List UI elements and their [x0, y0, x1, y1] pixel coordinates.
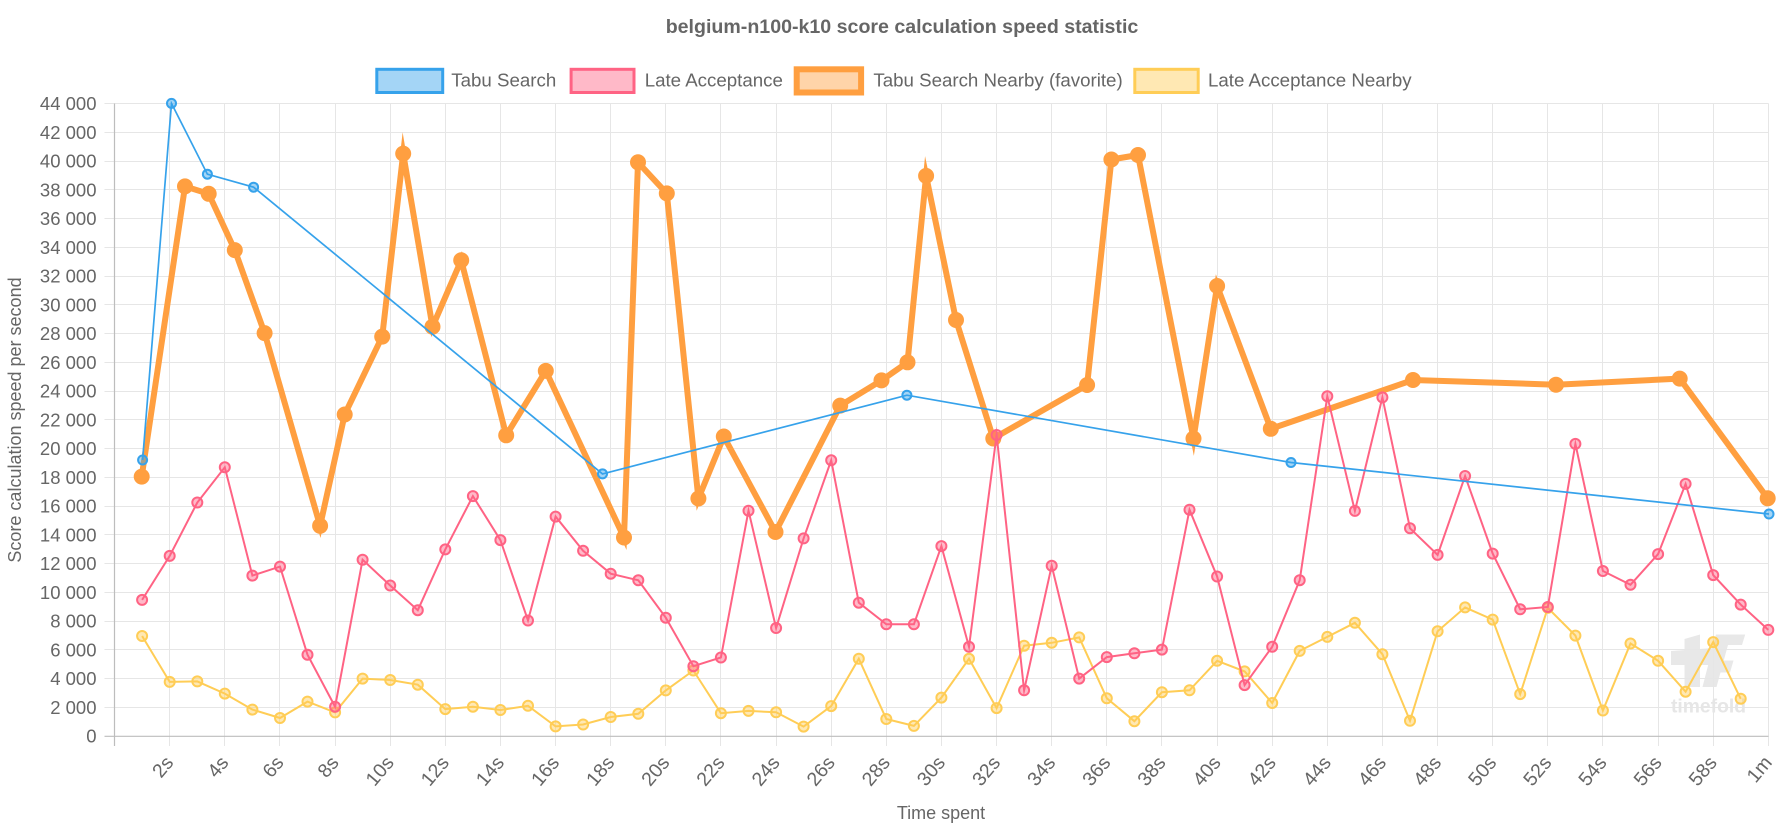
svg-text:44 000: 44 000	[40, 93, 97, 114]
svg-text:42 000: 42 000	[40, 122, 97, 143]
svg-text:24 000: 24 000	[40, 381, 97, 402]
svg-text:2 000: 2 000	[50, 697, 96, 718]
svg-text:Tabu Search: Tabu Search	[451, 70, 556, 91]
svg-text:18 000: 18 000	[40, 467, 97, 488]
svg-text:10 000: 10 000	[40, 582, 97, 603]
svg-text:38 000: 38 000	[40, 179, 97, 200]
svg-text:16 000: 16 000	[40, 496, 97, 517]
svg-text:6 000: 6 000	[50, 639, 96, 660]
svg-text:Time spent: Time spent	[897, 803, 985, 823]
svg-text:20 000: 20 000	[40, 438, 97, 459]
svg-text:Score calculation speed per se: Score calculation speed per second	[5, 277, 25, 562]
svg-text:14 000: 14 000	[40, 524, 97, 545]
svg-text:26 000: 26 000	[40, 352, 97, 373]
svg-text:40 000: 40 000	[40, 151, 97, 172]
svg-text:Tabu Search Nearby (favorite): Tabu Search Nearby (favorite)	[873, 70, 1122, 91]
svg-text:12 000: 12 000	[40, 553, 97, 574]
svg-text:34 000: 34 000	[40, 237, 97, 258]
svg-text:0: 0	[86, 726, 96, 747]
svg-text:belgium-n100-k10 score calcula: belgium-n100-k10 score calculation speed…	[666, 16, 1139, 38]
svg-text:22 000: 22 000	[40, 409, 97, 430]
svg-text:4 000: 4 000	[50, 668, 96, 689]
svg-text:Late Acceptance: Late Acceptance	[645, 70, 783, 91]
svg-text:36 000: 36 000	[40, 208, 97, 229]
svg-text:8 000: 8 000	[50, 611, 96, 632]
svg-text:28 000: 28 000	[40, 323, 97, 344]
svg-text:32 000: 32 000	[40, 266, 97, 287]
svg-text:Late Acceptance Nearby: Late Acceptance Nearby	[1208, 70, 1412, 91]
svg-text:30 000: 30 000	[40, 294, 97, 315]
